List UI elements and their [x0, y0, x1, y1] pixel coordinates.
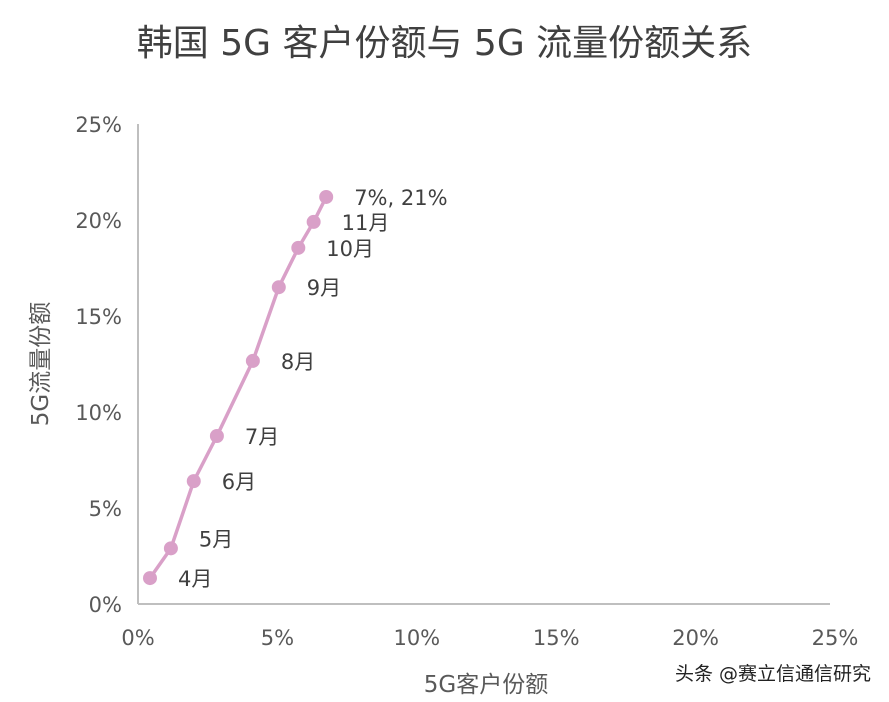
data-point: [291, 240, 306, 255]
data-point: [319, 189, 334, 204]
x-tick-label: 10%: [393, 626, 440, 650]
data-label: 5月: [199, 527, 233, 551]
data-point: [306, 214, 321, 229]
y-tick-label: 10%: [75, 401, 122, 425]
x-tick-label: 5%: [261, 626, 294, 650]
data-point: [186, 474, 201, 489]
x-tick-label: 0%: [121, 626, 154, 650]
data-point: [245, 353, 260, 368]
x-tick-label: 15%: [533, 626, 580, 650]
watermark: 头条 @赛立信通信研究: [674, 663, 871, 685]
data-label: 7%, 21%: [354, 186, 447, 210]
data-label: 7月: [245, 425, 279, 449]
data-label: 11月: [342, 211, 390, 235]
y-tick-label: 5%: [89, 497, 122, 521]
y-tick-label: 25%: [75, 113, 122, 137]
data-point: [271, 280, 286, 295]
y-tick-label: 15%: [75, 305, 122, 329]
data-label: 8月: [281, 350, 315, 374]
x-tick-label: 25%: [812, 626, 859, 650]
data-label: 9月: [307, 276, 341, 300]
data-label: 4月: [178, 567, 212, 591]
chart-title: 韩国 5G 客户份额与 5G 流量份额关系: [136, 23, 753, 64]
x-tick-label: 20%: [672, 626, 719, 650]
data-label: 10月: [326, 237, 374, 261]
y-tick-label: 20%: [75, 209, 122, 233]
data-point: [142, 571, 157, 586]
data-point: [209, 429, 224, 443]
data-point: [163, 541, 178, 556]
data-label: 6月: [222, 470, 256, 494]
x-axis-label: 5G客户份额: [424, 672, 548, 698]
y-tick-label: 0%: [89, 593, 122, 617]
y-axis-label: 5G流量份额: [28, 302, 54, 426]
